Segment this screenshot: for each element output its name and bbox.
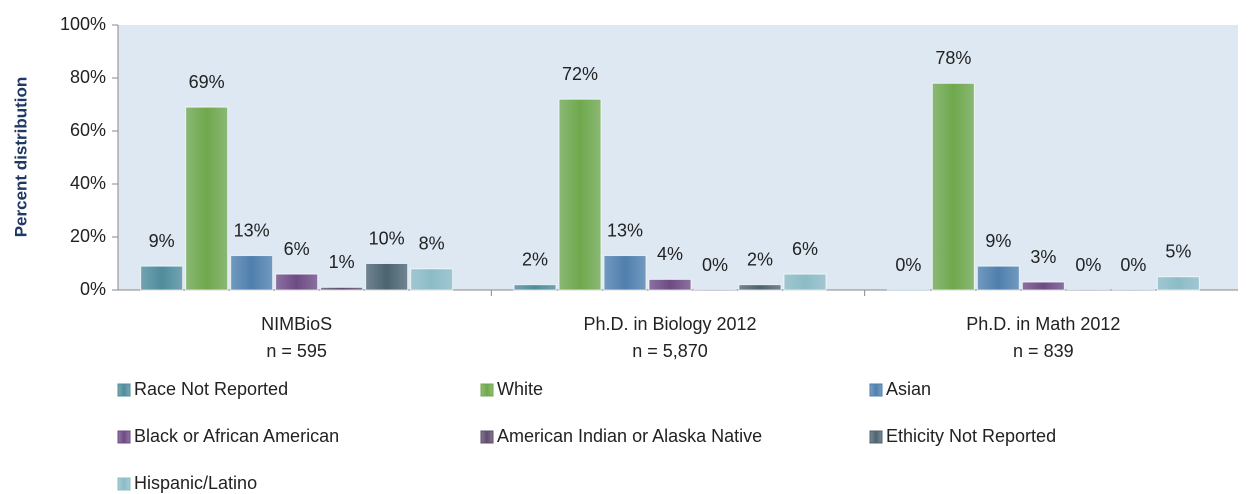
legend-swatch [869,430,883,444]
legend-label: American Indian or Alaska Native [497,426,762,446]
bar [320,286,364,291]
bar [976,265,1020,291]
data-label: 4% [657,244,683,264]
legend-swatch [117,430,131,444]
bar [558,98,602,291]
data-label: 1% [329,252,355,272]
x-tick-label: NIMBioS [261,314,332,334]
data-label: 72% [562,64,598,84]
data-label: 8% [419,234,445,254]
data-label: 13% [234,220,270,240]
data-label: 9% [985,231,1011,251]
data-label: 13% [607,220,643,240]
y-tick-label: 80% [70,67,106,87]
bar [1066,289,1110,292]
x-tick-note: n = 595 [266,341,327,361]
legend-label: Black or African American [134,426,339,446]
legend-label: Hispanic/Latino [134,473,257,493]
legend-swatch [117,383,131,397]
data-label: 6% [792,239,818,259]
x-tick-label: Ph.D. in Biology 2012 [583,314,756,334]
data-label: 2% [522,249,548,269]
bar [693,289,737,292]
data-label: 9% [149,231,175,251]
bar [1111,289,1155,292]
y-tick-label: 20% [70,226,106,246]
legend-label: Ethicity Not Reported [886,426,1056,446]
x-tick-note: n = 839 [1013,341,1074,361]
data-label: 0% [1120,255,1146,275]
y-tick-label: 40% [70,173,106,193]
data-label: 3% [1030,247,1056,267]
data-label: 10% [369,228,405,248]
bar [140,265,184,291]
bar [886,289,930,292]
data-label: 0% [1075,255,1101,275]
bar [410,268,454,291]
legend-label: Race Not Reported [134,379,288,399]
legend-swatch [117,477,131,491]
data-label: 0% [895,255,921,275]
legend-swatch [480,383,494,397]
y-tick-label: 100% [60,14,106,34]
y-tick-label: 0% [80,279,106,299]
bar [365,263,409,291]
bar [783,273,827,291]
y-tick-label: 60% [70,120,106,140]
data-label: 6% [284,239,310,259]
bar [603,255,647,291]
legend-swatch [480,430,494,444]
data-label: 5% [1165,242,1191,262]
x-tick-label: Ph.D. in Math 2012 [966,314,1120,334]
plot-area [118,25,1238,290]
legend-swatch [869,383,883,397]
bar [1021,281,1065,291]
legend-label: Asian [886,379,931,399]
data-label: 2% [747,249,773,269]
y-axis-label: Percent distribution [11,77,30,238]
data-label: 78% [935,48,971,68]
bar [230,255,274,291]
legend-label: White [497,379,543,399]
bar [931,82,975,291]
bar [513,284,557,291]
x-tick-note: n = 5,870 [632,341,708,361]
bar [738,284,782,291]
data-label: 69% [189,72,225,92]
bar [648,278,692,291]
bar [185,106,229,291]
bar [1156,276,1200,291]
data-label: 0% [702,255,728,275]
bar [275,273,319,291]
